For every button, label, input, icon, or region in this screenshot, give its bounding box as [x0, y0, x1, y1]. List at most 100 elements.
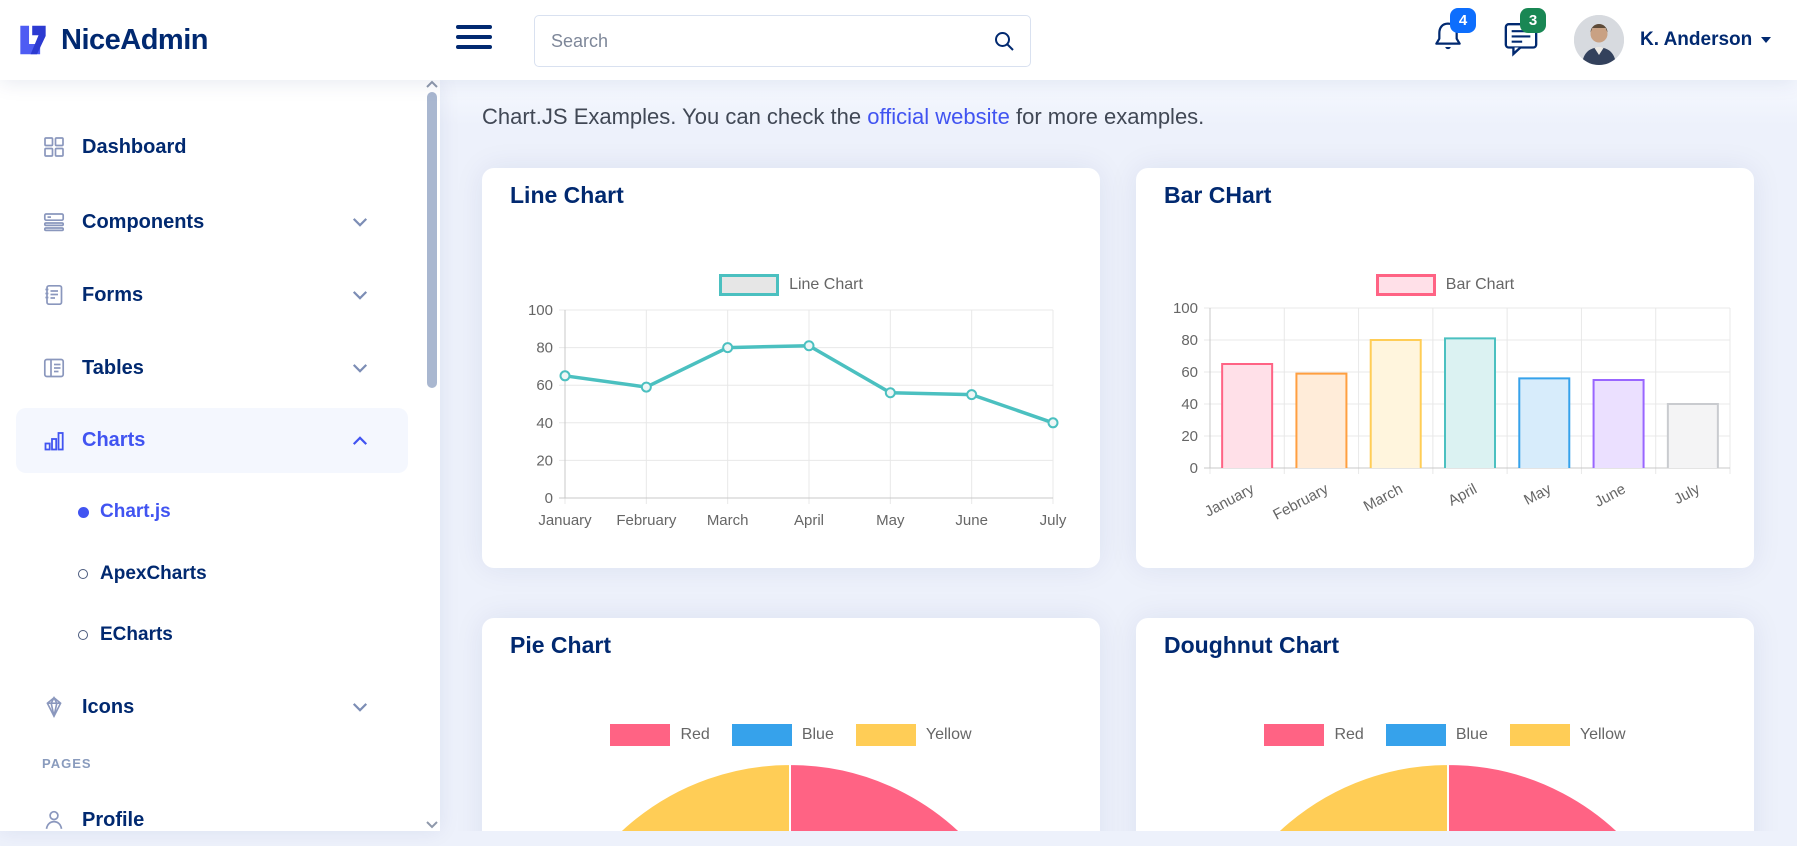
bullet-icon [78, 506, 89, 518]
bar-chart-icon [42, 429, 66, 453]
sidebar-section-pages: PAGES [42, 756, 92, 771]
legend-item-yellow[interactable]: Yellow [855, 724, 972, 746]
sidebar-subitem-apexcharts[interactable]: ApexCharts [16, 559, 408, 589]
svg-text:April: April [794, 512, 824, 529]
chevron-down-icon [350, 285, 370, 305]
notifications-badge: 4 [1450, 8, 1476, 33]
sidebar-item-icons[interactable]: Icons [16, 681, 408, 733]
doughnut-chart-plot [1198, 762, 1698, 831]
legend-item-yellow[interactable]: Yellow [1509, 724, 1626, 746]
scroll-up-arrow[interactable] [425, 80, 439, 90]
legend-label: Red [1334, 726, 1364, 743]
legend-label: Yellow [925, 726, 972, 743]
gem-icon [42, 695, 66, 719]
legend-item[interactable]: Bar Chart [1375, 274, 1515, 296]
svg-text:January: January [1202, 480, 1258, 520]
search-icon[interactable] [992, 29, 1016, 53]
components-icon [42, 210, 66, 234]
svg-text:July: July [1040, 512, 1067, 529]
logo-icon [20, 25, 46, 55]
chevron-up-icon [350, 431, 370, 451]
sidebar-item-charts[interactable]: Charts [16, 408, 408, 473]
svg-text:100: 100 [1173, 300, 1198, 317]
legend-item-blue[interactable]: Blue [731, 724, 834, 746]
sidebar-item-label: Dashboard [82, 135, 187, 158]
legend-swatch [1264, 724, 1325, 746]
legend-label: Blue [1455, 726, 1488, 743]
sidebar-toggle-button[interactable] [456, 24, 494, 56]
table-layout-icon [42, 356, 66, 380]
chevron-down-icon [350, 697, 370, 717]
grid-icon [42, 135, 66, 159]
legend-item-red[interactable]: Red [610, 724, 710, 746]
svg-text:0: 0 [545, 490, 553, 507]
chevron-down-icon [1761, 37, 1772, 43]
card-title: Bar CHart [1164, 182, 1272, 208]
card-title: Doughnut Chart [1164, 632, 1340, 658]
brand-name: NiceAdmin [61, 23, 208, 56]
logo[interactable]: NiceAdmin [14, 0, 208, 80]
legend-swatch [731, 724, 792, 746]
legend-label: Red [680, 726, 710, 743]
main-content: Chart.JS Examples. You can check the off… [440, 80, 1797, 831]
bullet-icon [78, 569, 88, 579]
sidebar-item-forms[interactable]: Forms [16, 269, 408, 321]
legend-swatch [1385, 724, 1446, 746]
sidebar-subitem-label: ECharts [100, 624, 173, 645]
user-menu[interactable]: K. Anderson [1640, 0, 1772, 80]
svg-text:May: May [1521, 480, 1554, 509]
line-chart-plot: 0 20 40 60 80 100 January February March April May… [528, 302, 1067, 529]
person-icon [42, 808, 66, 832]
sidebar-item-components[interactable]: Components [16, 196, 408, 248]
legend-item-red[interactable]: Red [1264, 724, 1364, 746]
svg-text:20: 20 [536, 452, 553, 469]
line-chart-card: Line Chart Line Chart 0 20 40 60 80 100 Januar… [482, 168, 1100, 568]
pie-chart-plot [540, 762, 1040, 831]
legend-item-blue[interactable]: Blue [1385, 724, 1488, 746]
sidebar-scrollbar [425, 80, 439, 831]
svg-text:40: 40 [536, 415, 553, 432]
app-header: NiceAdmin 4 3 [0, 0, 1797, 80]
svg-text:April: April [1445, 481, 1479, 510]
scroll-down-arrow[interactable] [425, 819, 439, 829]
user-name: K. Anderson [1640, 29, 1753, 50]
journal-icon [42, 283, 66, 307]
svg-text:February: February [1270, 480, 1331, 523]
intro-text-before: Chart.JS Examples. You can check the [482, 104, 868, 129]
chart-legend: Red Blue Yellow [1136, 724, 1754, 746]
sidebar-item-label: Components [82, 210, 205, 233]
avatar[interactable] [1574, 15, 1624, 65]
scrollbar-thumb[interactable] [427, 92, 437, 388]
sidebar-subitem-label: ApexCharts [100, 563, 207, 584]
svg-text:100: 100 [528, 302, 553, 319]
chevron-down-icon [350, 358, 370, 378]
card-title: Line Chart [510, 182, 624, 208]
sidebar-item-profile[interactable]: Profile [16, 794, 408, 846]
chart-legend: Line Chart [482, 274, 1100, 296]
intro-text: Chart.JS Examples. You can check the off… [482, 104, 1204, 130]
svg-text:60: 60 [1181, 364, 1198, 381]
sidebar-item-label: Icons [82, 695, 135, 718]
sidebar-subitem-echarts[interactable]: ECharts [16, 620, 408, 650]
sidebar-item-tables[interactable]: Tables [16, 342, 408, 394]
svg-text:March: March [1361, 481, 1406, 516]
sidebar-item-label: Forms [82, 283, 144, 306]
legend-swatch [855, 724, 916, 746]
svg-text:80: 80 [536, 340, 553, 357]
legend-label: Blue [801, 726, 834, 743]
chart-legend: Red Blue Yellow [482, 724, 1100, 746]
legend-item[interactable]: Line Chart [719, 274, 863, 296]
search-input[interactable] [535, 30, 992, 52]
svg-text:March: March [707, 512, 749, 529]
sidebar-item-dashboard[interactable]: Dashboard [16, 121, 408, 173]
sidebar-subitem-label: Chart.js [100, 501, 171, 522]
sidebar-subitem-chartjs[interactable]: Chart.js [16, 497, 408, 527]
legend-label: Bar Chart [1445, 276, 1515, 293]
search-bar [534, 15, 1031, 67]
hamburger-icon [456, 25, 492, 29]
official-website-link[interactable]: official website [867, 104, 1010, 129]
svg-text:February: February [616, 512, 677, 529]
sidebar-item-label: Profile [82, 808, 145, 831]
bar-chart-plot: 0 20 40 60 80 100 January February March April May… [1173, 300, 1731, 524]
intro-text-after: for more examples. [1009, 104, 1205, 129]
